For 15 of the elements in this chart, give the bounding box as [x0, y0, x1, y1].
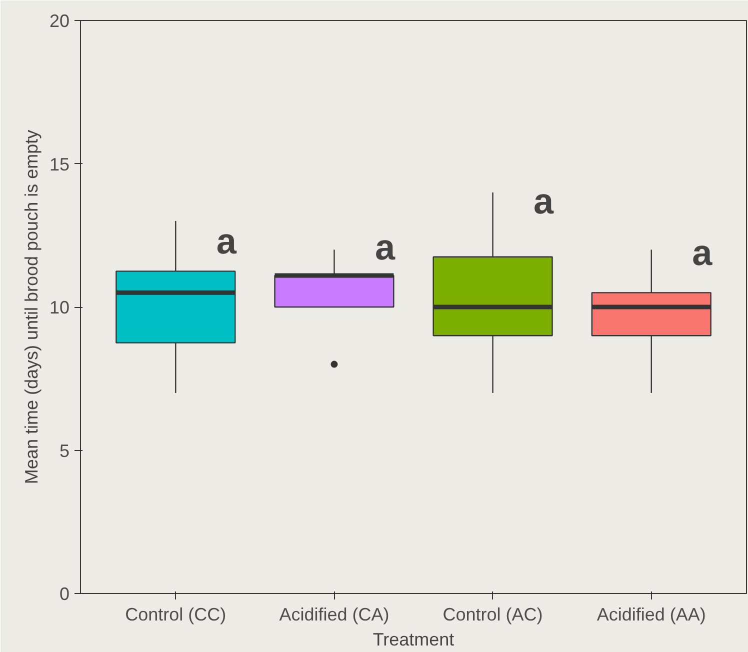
y-axis-title: Mean time (days) until brood pouch is empty [21, 130, 42, 484]
x-axis-title: Treatment [372, 630, 454, 650]
annotation: a [534, 180, 555, 222]
annotation: a [216, 220, 238, 262]
x-tick-label: Control (CC) [125, 604, 226, 624]
x-tick-label: Acidified (AA) [596, 604, 706, 624]
y-tick-label: 20 [49, 11, 70, 31]
x-tick-label: Acidified (CA) [279, 604, 390, 624]
x-tick-label: Control (AC) [442, 604, 543, 624]
annotation: a [374, 226, 396, 268]
annotation: a [692, 232, 714, 274]
y-tick-label: 5 [59, 440, 70, 461]
y-tick-label: 10 [49, 298, 70, 318]
y-tick-label: 15 [49, 154, 70, 174]
y-tick-label: 0 [59, 584, 70, 604]
